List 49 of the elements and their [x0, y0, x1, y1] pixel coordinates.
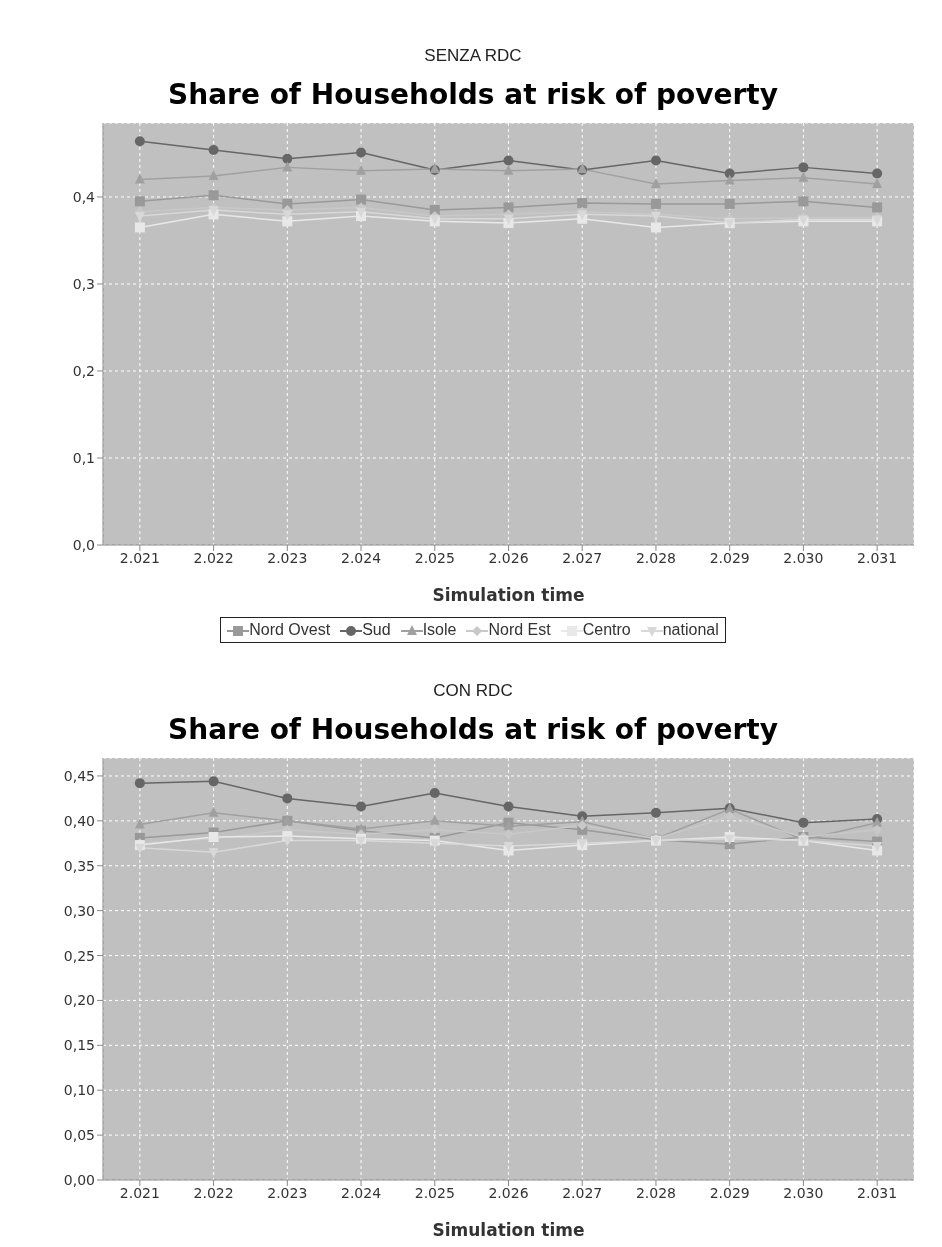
- legend-label: Nord Ovest: [248, 621, 331, 639]
- y-tick-label: 0,15: [63, 1037, 95, 1054]
- chart-subtitle: CON RDC: [432, 680, 514, 701]
- chart-subtitle: SENZA RDC: [423, 45, 523, 66]
- chart-title: Share of Households at risk of poverty: [167, 78, 779, 111]
- x-tick-label: 2.027: [562, 549, 603, 566]
- x-tick-label: 2.026: [488, 1184, 529, 1201]
- y-tick-label: 0,00: [63, 1171, 95, 1188]
- y-tick-label: 0,40: [63, 812, 95, 829]
- y-tick-label: 0,2: [72, 362, 95, 379]
- legend-label: national: [661, 621, 719, 639]
- y-tick-label: 0,10: [63, 1082, 95, 1099]
- x-tick-label: 2.021: [119, 549, 160, 566]
- y-tick-label: 0,05: [63, 1127, 95, 1144]
- y-tick-label: 0,1: [72, 449, 95, 466]
- x-tick-label: 2.031: [857, 1184, 898, 1201]
- y-tick-label: 0,3: [72, 275, 95, 292]
- x-tick-label: 2.024: [341, 549, 382, 566]
- x-tick-label: 2.029: [709, 1184, 750, 1201]
- x-tick-label: 2.024: [341, 1184, 382, 1201]
- x-tick-label: 2.030: [783, 549, 824, 566]
- x-tick-label: 2.025: [414, 1184, 455, 1201]
- x-axis-title: Simulation time: [432, 1220, 585, 1240]
- y-tick-label: 0,0: [72, 536, 95, 553]
- x-tick-label: 2.028: [635, 1184, 676, 1201]
- y-tick-label: 0,30: [63, 902, 95, 919]
- x-tick-label: 2.023: [267, 549, 308, 566]
- y-tick-label: 0,45: [63, 767, 95, 784]
- x-tick-label: 2.026: [488, 549, 529, 566]
- x-tick-label: 2.022: [193, 549, 234, 566]
- x-tick-label: 2.031: [857, 549, 898, 566]
- y-tick-label: 0,20: [63, 992, 95, 1009]
- x-tick-label: 2.025: [414, 549, 455, 566]
- y-tick-label: 0,4: [72, 188, 96, 205]
- x-tick-label: 2.028: [635, 549, 676, 566]
- x-axis-title: Simulation time: [432, 585, 585, 605]
- y-tick-label: 0,35: [63, 857, 95, 874]
- x-tick-label: 2.022: [193, 1184, 234, 1201]
- x-tick-label: 2.029: [709, 549, 750, 566]
- legend-label: Isole: [421, 621, 457, 639]
- legend-label: Sud: [361, 621, 391, 639]
- chart-title: Share of Households at risk of poverty: [167, 713, 779, 746]
- legend-label: Centro: [581, 621, 631, 639]
- legend-label: Nord Est: [487, 621, 551, 639]
- x-tick-label: 2.023: [267, 1184, 308, 1201]
- x-tick-label: 2.030: [783, 1184, 824, 1201]
- x-tick-label: 2.027: [562, 1184, 603, 1201]
- y-tick-label: 0,25: [63, 947, 95, 964]
- x-tick-label: 2.021: [119, 1184, 160, 1201]
